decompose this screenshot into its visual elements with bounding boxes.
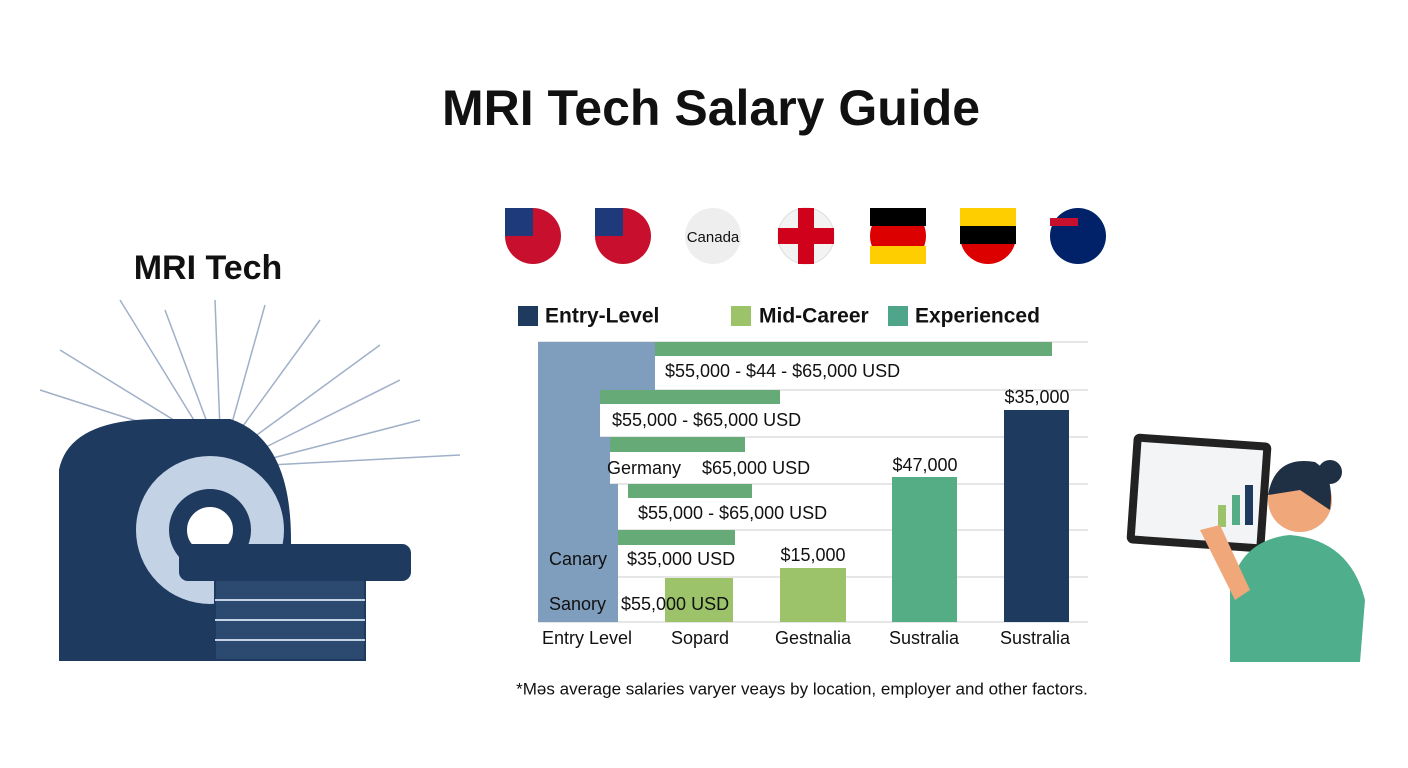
legend-swatch bbox=[731, 306, 751, 326]
mri-illustration bbox=[39, 299, 461, 661]
row-label: $35,000 USD bbox=[627, 549, 735, 569]
illustration-label: MRI Tech bbox=[134, 249, 283, 287]
row-label: $55,000 - $65,000 USD bbox=[612, 410, 801, 430]
x-label: Entry Level bbox=[542, 628, 632, 648]
row-label: $55,000 USD bbox=[621, 594, 729, 614]
row-label: $55,000 - $65,000 USD bbox=[638, 503, 827, 523]
footnote: *Mǝs average salaries varyer veays by lo… bbox=[516, 679, 1088, 698]
legend-swatch bbox=[888, 306, 908, 326]
x-label: Sustralia bbox=[1000, 628, 1071, 648]
column-label: $15,000 bbox=[780, 545, 845, 565]
row-label: Canary bbox=[549, 549, 607, 569]
row-label: $55,000 - $44 - $65,000 USD bbox=[665, 361, 900, 381]
column-label: $35,000 bbox=[1004, 387, 1069, 407]
page-title: MRI Tech Salary Guide bbox=[442, 80, 980, 136]
technician-illustration bbox=[1126, 433, 1365, 662]
row-label: Germany bbox=[607, 458, 681, 478]
x-label: Sopard bbox=[671, 628, 729, 648]
legend-label: Entry-Level bbox=[545, 305, 659, 328]
flag-label: Canada bbox=[687, 229, 740, 246]
x-label: Sustralia bbox=[889, 628, 960, 648]
flags bbox=[505, 207, 1106, 265]
row-label: Sanory bbox=[549, 594, 606, 614]
chart-shapes bbox=[538, 341, 1088, 623]
row-label: $65,000 USD bbox=[702, 458, 810, 478]
legend-label: Experienced bbox=[915, 305, 1040, 328]
column-label: $47,000 bbox=[892, 455, 957, 475]
legend-swatch bbox=[518, 306, 538, 326]
x-label: Gestnalia bbox=[775, 628, 852, 648]
legend-label: Mid-Career bbox=[759, 305, 869, 328]
